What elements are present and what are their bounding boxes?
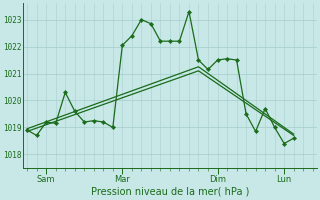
X-axis label: Pression niveau de la mer( hPa ): Pression niveau de la mer( hPa ) [91,187,249,197]
